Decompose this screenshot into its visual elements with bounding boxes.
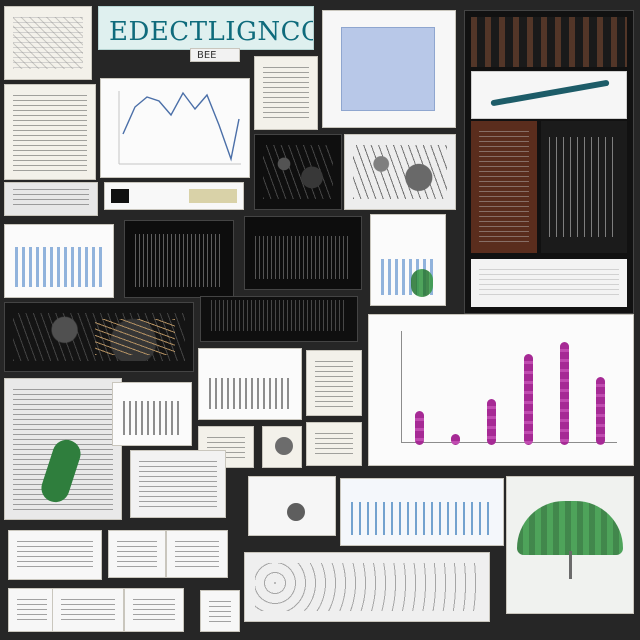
bottom-strip-7 (200, 590, 240, 632)
bottom-card-1-lines (139, 461, 217, 509)
mid-bar-card-1 (112, 382, 192, 446)
dark-screen-2 (244, 216, 362, 290)
mid-text-card (306, 350, 362, 416)
poster-probe-illustration (490, 79, 610, 107)
mid-bar-card-2 (198, 348, 302, 420)
umbrella-plant (517, 501, 623, 555)
tile-2-emblem (275, 437, 293, 455)
illustration-1 (263, 145, 333, 199)
bottom-card-2-art (287, 503, 305, 521)
mid-bars-1 (123, 400, 181, 435)
lower-left-card (4, 378, 122, 520)
tile-3-lines (315, 433, 353, 457)
blue-bars (15, 247, 103, 287)
poster-card (464, 10, 634, 314)
line-chart-card (100, 78, 250, 178)
bottom-card-2 (248, 476, 336, 536)
notes-lines-left-2 (13, 189, 89, 209)
dark-screen-1-lines (135, 233, 223, 287)
poster-left-text (479, 131, 529, 245)
plant-stem (569, 551, 572, 579)
notes-card-top-left (4, 6, 92, 80)
illustration-card-2 (344, 134, 456, 210)
poster-footer-text (471, 259, 627, 307)
figure-brush (95, 319, 175, 355)
bottom-card-1 (130, 450, 226, 518)
line-chart-svg (118, 91, 241, 165)
tendril-panel (244, 552, 490, 622)
tile-2 (262, 426, 302, 468)
bar-4 (523, 353, 533, 445)
small-chart-card (370, 214, 446, 306)
plant-card (506, 476, 634, 614)
bar-layer (369, 315, 633, 465)
mid-text-lines (315, 361, 353, 407)
strip-right-thumb (189, 189, 237, 203)
text-lines (263, 67, 309, 121)
dark-screen-1 (124, 220, 234, 298)
blue-screen-card (322, 10, 456, 128)
bottom-lines-7 (209, 601, 231, 623)
bottom-left-strip-2 (108, 530, 166, 578)
text-card-mid (254, 56, 318, 130)
bottom-strip-6 (124, 588, 184, 632)
strip-left-icon (111, 189, 129, 203)
dark-screen-2-lines (255, 235, 351, 279)
title-banner: EDECTLIGNCC (98, 6, 314, 50)
bottom-strip-5 (52, 588, 124, 632)
bottom-strip-4 (8, 588, 56, 632)
bar-6 (596, 376, 606, 445)
notes-card-left-2 (4, 182, 98, 216)
tile-3 (306, 422, 362, 466)
bar-3 (487, 399, 497, 445)
bottom-left-strip-3 (166, 530, 228, 578)
bar-5 (560, 342, 569, 445)
bar-2 (451, 433, 460, 445)
bottom-left-strip-1 (8, 530, 102, 580)
poster-right-panel (541, 121, 627, 253)
poster-header-art (471, 17, 627, 67)
illustration-card-1 (254, 134, 342, 210)
wave-chart-card (340, 478, 504, 546)
bottom-lines-5 (61, 599, 115, 623)
notes-lines-left (13, 95, 87, 171)
banner-title: EDECTLIGNCC (109, 17, 314, 47)
blue-screen-frame (341, 27, 435, 111)
poster-footer-lines (479, 269, 619, 299)
banner-subtitle: BEE (197, 50, 217, 61)
wide-figure-card (4, 302, 194, 372)
blue-bar-chart-card (4, 224, 114, 298)
dark-grid-lines (211, 300, 347, 331)
wave-chart-bars (351, 502, 493, 535)
notes-lines (13, 17, 83, 71)
small-plant-illustration (411, 269, 433, 297)
line-series (122, 91, 240, 162)
poster-fan-lines (549, 137, 619, 237)
small-strip (104, 182, 244, 210)
x-axis (401, 442, 617, 443)
purple-bar-chart (368, 314, 634, 466)
bar-1 (414, 410, 424, 445)
y-axis (401, 331, 402, 443)
bottom-left-lines-1 (17, 541, 93, 571)
illustration-2 (353, 145, 447, 199)
sketch-scribble (13, 17, 83, 69)
dark-grid-panel (200, 296, 358, 342)
poster-left-panel (471, 121, 537, 253)
bottom-left-lines-2 (117, 541, 157, 569)
mid-bars-2 (209, 377, 291, 409)
bottom-lines-4 (17, 599, 47, 623)
subtitle-strip: BEE (190, 48, 240, 62)
bottom-lines-6 (133, 599, 175, 623)
tendril-art (255, 563, 479, 611)
poster-white-panel (471, 71, 627, 119)
bottom-left-lines-3 (175, 541, 219, 569)
notes-card-left-1 (4, 84, 96, 180)
